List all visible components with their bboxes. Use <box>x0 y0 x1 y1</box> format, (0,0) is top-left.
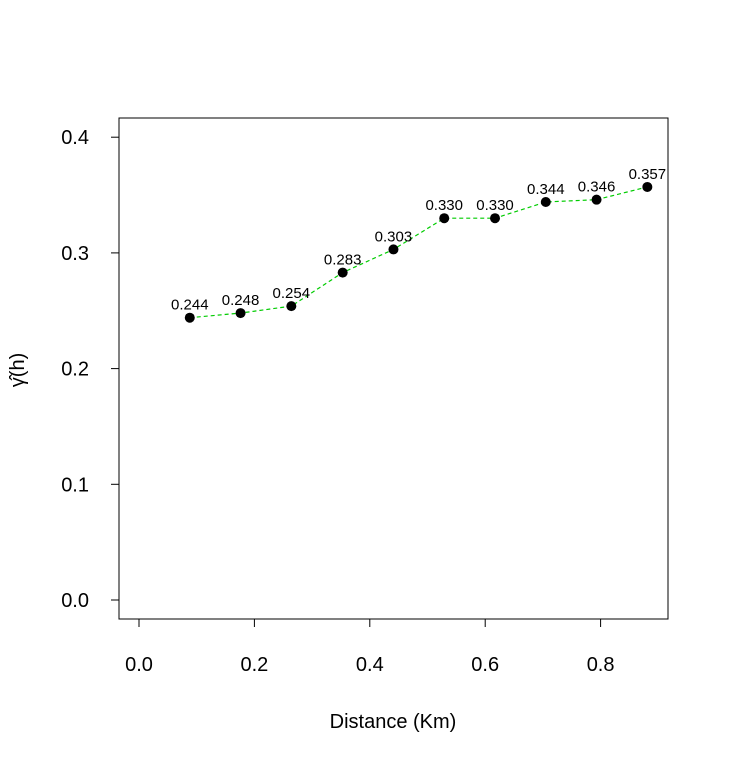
data-label: 0.248 <box>222 292 260 309</box>
y-tick-label: 0.3 <box>61 243 89 265</box>
data-label: 0.244 <box>171 297 209 314</box>
data-point <box>337 267 348 278</box>
data-point <box>286 301 297 312</box>
data-label: 0.330 <box>476 197 514 214</box>
data-label: 0.357 <box>629 166 667 183</box>
x-tick-label: 0.6 <box>471 654 499 676</box>
x-axis: 0.0 0.2 0.4 0.6 0.8 <box>125 618 615 676</box>
data-label: 0.346 <box>578 179 616 196</box>
x-tick-label: 0.4 <box>356 654 384 676</box>
y-axis: 0.0 0.1 0.2 0.3 0.4 <box>61 127 120 612</box>
data-point <box>490 213 501 224</box>
series-line <box>189 186 648 319</box>
y-tick-label: 0.1 <box>61 474 89 496</box>
data-point <box>235 308 246 319</box>
x-tick-label: 0.0 <box>125 654 153 676</box>
data-point <box>642 181 653 192</box>
y-axis-title: γ̂(h) <box>7 353 29 387</box>
data-point <box>439 213 450 224</box>
y-tick-label: 0.4 <box>61 127 89 149</box>
data-point <box>540 196 551 207</box>
data-label: 0.344 <box>527 181 565 198</box>
data-point <box>184 312 195 323</box>
data-label: 0.254 <box>273 285 311 302</box>
data-point <box>388 244 399 255</box>
y-tick-label: 0.2 <box>61 359 89 381</box>
x-axis-title: Distance (Km) <box>330 711 457 733</box>
data-point <box>591 194 602 205</box>
x-tick-label: 0.8 <box>587 654 615 676</box>
data-label: 0.283 <box>324 252 362 269</box>
data-label: 0.330 <box>425 197 463 214</box>
data-label: 0.303 <box>375 228 413 245</box>
series-layer: 0.244 0.248 0.254 0.283 0.303 0.330 0.330 0.344… <box>171 166 666 323</box>
x-tick-label: 0.2 <box>240 654 268 676</box>
y-tick-label: 0.0 <box>61 590 89 612</box>
